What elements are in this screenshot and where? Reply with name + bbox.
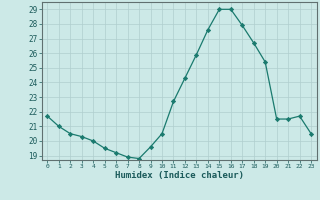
X-axis label: Humidex (Indice chaleur): Humidex (Indice chaleur) [115, 171, 244, 180]
